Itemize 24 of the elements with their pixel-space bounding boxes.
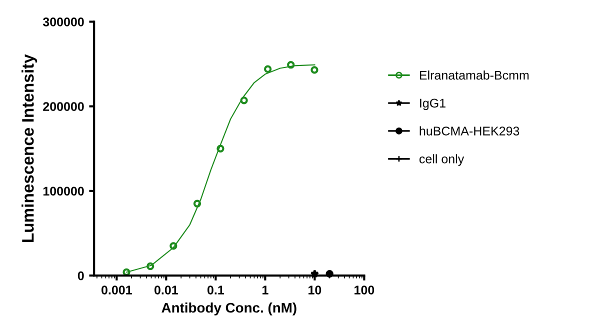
point — [264, 65, 272, 73]
y-axis-title: Luminescence Intensity — [22, 54, 38, 242]
x-axis-title: Antibody Conc. (nM) — [162, 302, 296, 316]
x-tick-label: 0.1 — [207, 286, 224, 294]
point — [170, 242, 178, 250]
y-tick-label: 0 — [78, 271, 84, 280]
y-tick-label: 200000 — [43, 102, 84, 111]
legend-label: Elranatamab-Bcmm — [420, 70, 529, 80]
point — [310, 66, 318, 74]
point — [240, 96, 248, 104]
x-tick-label: 10 — [308, 286, 322, 294]
point — [287, 61, 295, 69]
y-tick-label: 300000 — [42, 18, 84, 26]
legend-label: IgG1 — [420, 98, 446, 110]
x-tick-label: 0.01 — [154, 286, 178, 294]
x-tick-label: 100 — [354, 286, 374, 294]
y-tick-label: 100000 — [43, 186, 84, 196]
x-tick-label: 1 — [262, 286, 268, 294]
x-tick-label: 0.001 — [102, 286, 132, 294]
point — [193, 200, 202, 208]
legend-label: cell only — [419, 154, 464, 166]
legend-label: huBCMA-HEK293 — [420, 126, 520, 136]
point — [216, 144, 224, 152]
point — [146, 262, 154, 270]
